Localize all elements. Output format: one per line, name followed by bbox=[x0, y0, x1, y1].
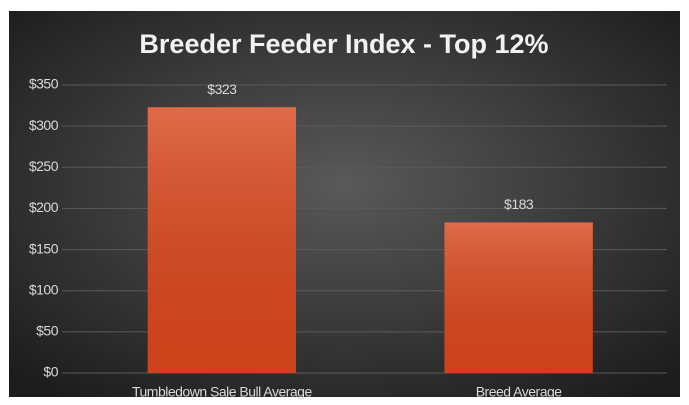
bar-shade bbox=[147, 107, 297, 374]
y-tick-label: $250 bbox=[29, 158, 59, 174]
x-tick-label: Tumbledown Sale Bull Average bbox=[132, 384, 312, 400]
y-tick-label: $350 bbox=[29, 76, 59, 92]
x-tick-label: Breed Average bbox=[476, 384, 563, 400]
y-tick-label: $300 bbox=[29, 117, 59, 133]
y-tick-label: $100 bbox=[29, 281, 59, 297]
data-label: $323 bbox=[207, 81, 237, 97]
data-label: $183 bbox=[504, 196, 534, 212]
y-tick-label: $50 bbox=[36, 323, 59, 339]
y-tick-label: $200 bbox=[29, 199, 59, 215]
y-tick-label: $0 bbox=[43, 364, 58, 380]
bar-shade bbox=[444, 222, 593, 373]
chart-title: Breeder Feeder Index - Top 12% bbox=[139, 29, 548, 59]
y-tick-label: $150 bbox=[29, 240, 59, 256]
